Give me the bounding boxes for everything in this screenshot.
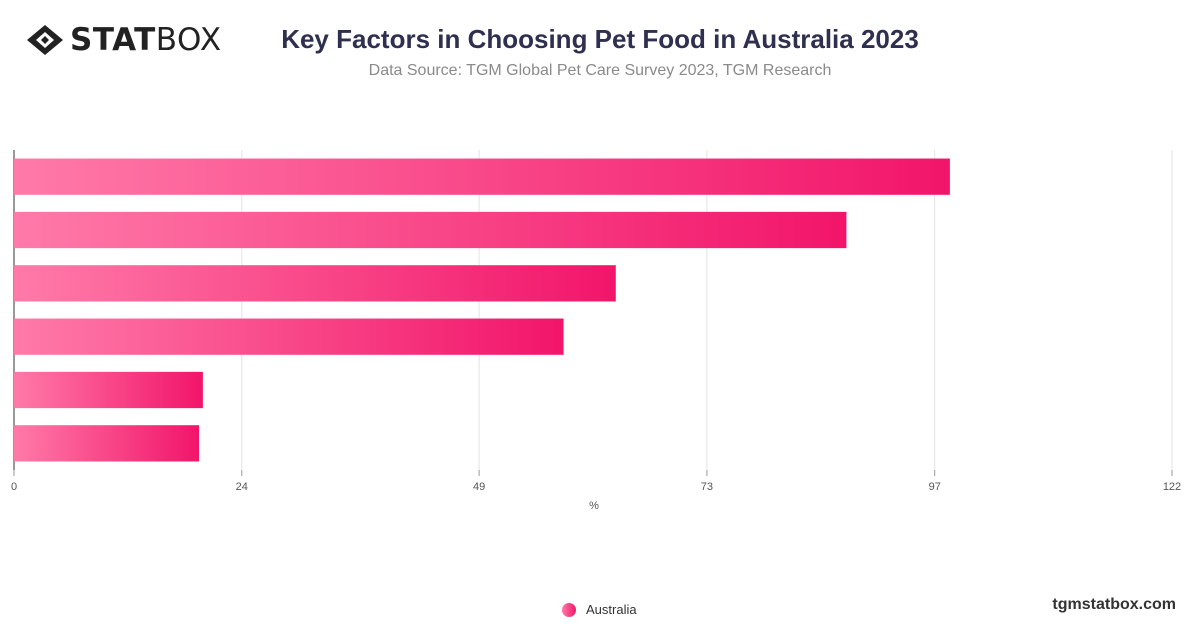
- bar[interactable]: [14, 211, 847, 249]
- x-tick-label: 49: [473, 481, 485, 493]
- chart-subtitle: Data Source: TGM Global Pet Care Survey …: [368, 62, 832, 79]
- statbox-logo: STATBOX: [26, 22, 222, 58]
- x-tick-label: 97: [929, 481, 941, 493]
- x-tick-label: 0: [11, 481, 17, 493]
- bar[interactable]: [14, 158, 950, 195]
- x-tick-label: 122: [1163, 481, 1181, 493]
- bar[interactable]: [14, 318, 564, 355]
- diamond-logo-icon: [27, 25, 63, 55]
- bar[interactable]: [14, 425, 200, 462]
- logo-wordmark: STATBOX: [70, 22, 222, 58]
- logo-text-bold: STAT: [70, 22, 156, 58]
- brand-url[interactable]: tgmstatbox.com: [1052, 596, 1176, 613]
- legend-label: Australia: [586, 602, 637, 617]
- bar[interactable]: [14, 371, 203, 409]
- x-tick-label: 73: [701, 481, 713, 493]
- legend[interactable]: Australia: [562, 602, 637, 617]
- logo-text-light: BOX: [155, 22, 222, 58]
- x-axis-label: %: [589, 500, 599, 512]
- bar[interactable]: [14, 265, 616, 302]
- legend-swatch-icon: [562, 602, 576, 617]
- x-tick-label: 24: [236, 481, 248, 493]
- chart-title: Key Factors in Choosing Pet Food in Aust…: [281, 24, 919, 54]
